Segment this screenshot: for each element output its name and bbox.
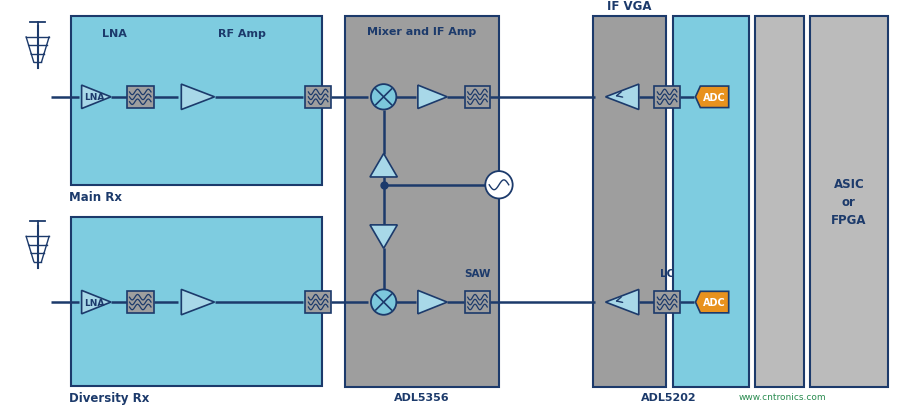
Text: LC: LC [660, 268, 674, 278]
Text: ASIC
or
FPGA: ASIC or FPGA [831, 177, 866, 226]
Bar [673, 17, 749, 387]
Bar [465, 87, 490, 108]
Text: SAW: SAW [464, 268, 490, 278]
Text: ADL5356: ADL5356 [394, 392, 450, 402]
Circle shape [371, 290, 397, 315]
Text: Diversity Rx: Diversity Rx [69, 391, 149, 404]
Polygon shape [82, 86, 111, 109]
Bar [71, 17, 322, 185]
Text: ADL5202: ADL5202 [641, 392, 696, 402]
Text: ADC: ADC [703, 297, 725, 307]
Bar [126, 87, 154, 108]
Polygon shape [605, 290, 639, 315]
Bar [71, 217, 322, 386]
Polygon shape [82, 291, 111, 314]
Polygon shape [181, 290, 215, 315]
Text: LNA: LNA [84, 298, 105, 307]
Text: www.cntronics.com: www.cntronics.com [739, 392, 826, 401]
Text: IF VGA: IF VGA [607, 0, 652, 13]
Bar [810, 17, 888, 387]
Circle shape [485, 172, 512, 199]
Bar [126, 292, 154, 313]
Circle shape [371, 85, 397, 110]
Bar [306, 87, 331, 108]
Text: Mixer and IF Amp: Mixer and IF Amp [367, 27, 477, 37]
Text: ADC: ADC [703, 93, 725, 102]
Polygon shape [370, 225, 398, 249]
Bar [465, 292, 490, 313]
Text: LNA: LNA [84, 93, 105, 102]
Text: RF Amp: RF Amp [218, 29, 266, 39]
Polygon shape [695, 87, 729, 108]
Polygon shape [695, 292, 729, 313]
Polygon shape [418, 86, 447, 109]
Text: LNA: LNA [103, 29, 127, 39]
Polygon shape [605, 85, 639, 110]
Bar [654, 87, 680, 108]
Polygon shape [418, 291, 447, 314]
Bar [755, 17, 804, 387]
Polygon shape [181, 85, 215, 110]
Bar [306, 292, 331, 313]
Bar [654, 292, 680, 313]
Bar [345, 17, 499, 387]
Bar [592, 17, 666, 387]
Text: Main Rx: Main Rx [69, 190, 122, 204]
Polygon shape [370, 154, 398, 177]
